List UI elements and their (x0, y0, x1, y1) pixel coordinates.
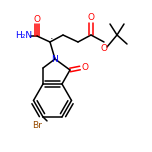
Text: ·: · (50, 34, 54, 44)
Text: O: O (88, 14, 95, 22)
Text: O: O (33, 14, 40, 24)
Text: Br: Br (32, 121, 42, 130)
Text: O: O (81, 64, 88, 73)
Text: O: O (100, 44, 107, 53)
Text: N: N (52, 55, 58, 64)
Text: H₂N: H₂N (16, 31, 33, 40)
